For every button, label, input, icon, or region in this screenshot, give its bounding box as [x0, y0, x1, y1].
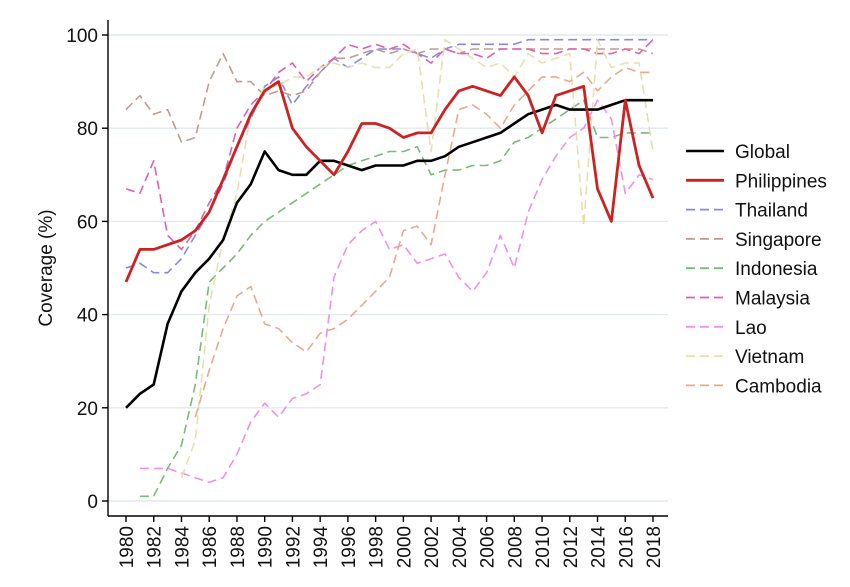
legend-label-philippines: Philippines	[735, 171, 827, 192]
series-line-singapore	[125, 48, 654, 143]
x-tick-label-1990: 1990	[256, 526, 277, 568]
x-tick-label-1984: 1984	[172, 526, 193, 569]
x-tick-label-1998: 1998	[367, 526, 388, 568]
x-tick-label-1988: 1988	[228, 526, 249, 568]
legend-label-singapore: Singapore	[735, 230, 822, 251]
x-tick-label-1996: 1996	[339, 526, 360, 568]
y-tick-label-100: 100	[66, 26, 98, 47]
y-tick-label-80: 80	[77, 119, 98, 140]
y-tick-label-20: 20	[77, 399, 98, 420]
x-tick-label-2018: 2018	[644, 526, 665, 568]
x-tick-label-2006: 2006	[478, 526, 499, 568]
x-tick-label-2014: 2014	[589, 526, 610, 569]
axes: 0 20 40 60 80 100 1980 1982 1984 1986 1988 1990 1992…	[66, 20, 668, 568]
legend-label-global: Global	[735, 142, 790, 163]
legend-label-malaysia: Malaysia	[735, 289, 810, 310]
x-tick-label-2012: 2012	[561, 526, 582, 568]
legend-label-indonesia: Indonesia	[735, 259, 818, 280]
legend-label-lao: Lao	[735, 318, 767, 339]
x-tick-label-2002: 2002	[422, 526, 443, 568]
x-tick-label-2000: 2000	[394, 526, 415, 568]
x-tick-label-2010: 2010	[533, 526, 554, 568]
x-tick-label-1994: 1994	[311, 526, 332, 569]
x-tick-label-2004: 2004	[450, 526, 471, 569]
series-line-indonesia	[139, 99, 653, 498]
x-tick-label-1980: 1980	[117, 526, 138, 568]
series-line-global	[125, 98, 653, 409]
y-tick-label-40: 40	[77, 306, 98, 327]
series-line-cambodia	[194, 66, 653, 418]
series-lines	[124, 38, 655, 498]
legend-label-cambodia: Cambodia	[735, 376, 822, 397]
legend: Global Philippines Thailand Singapore Indone…	[686, 142, 827, 397]
series-line-lao	[139, 99, 654, 484]
series-line-vietnam	[180, 38, 654, 478]
x-tick-label-2016: 2016	[616, 526, 637, 568]
series-line-malaysia	[125, 39, 654, 251]
y-tick-label-60: 60	[77, 212, 98, 233]
y-tick-label-0: 0	[87, 492, 98, 513]
y-axis-title: Coverage (%)	[36, 209, 57, 326]
x-tick-label-2008: 2008	[505, 526, 526, 568]
x-tick-label-1982: 1982	[145, 526, 166, 568]
legend-label-thailand: Thailand	[735, 201, 808, 222]
legend-label-vietnam: Vietnam	[735, 347, 804, 368]
series-line-philippines	[124, 75, 655, 283]
x-tick-label-1986: 1986	[200, 526, 221, 568]
x-tick-label-1992: 1992	[283, 526, 304, 568]
